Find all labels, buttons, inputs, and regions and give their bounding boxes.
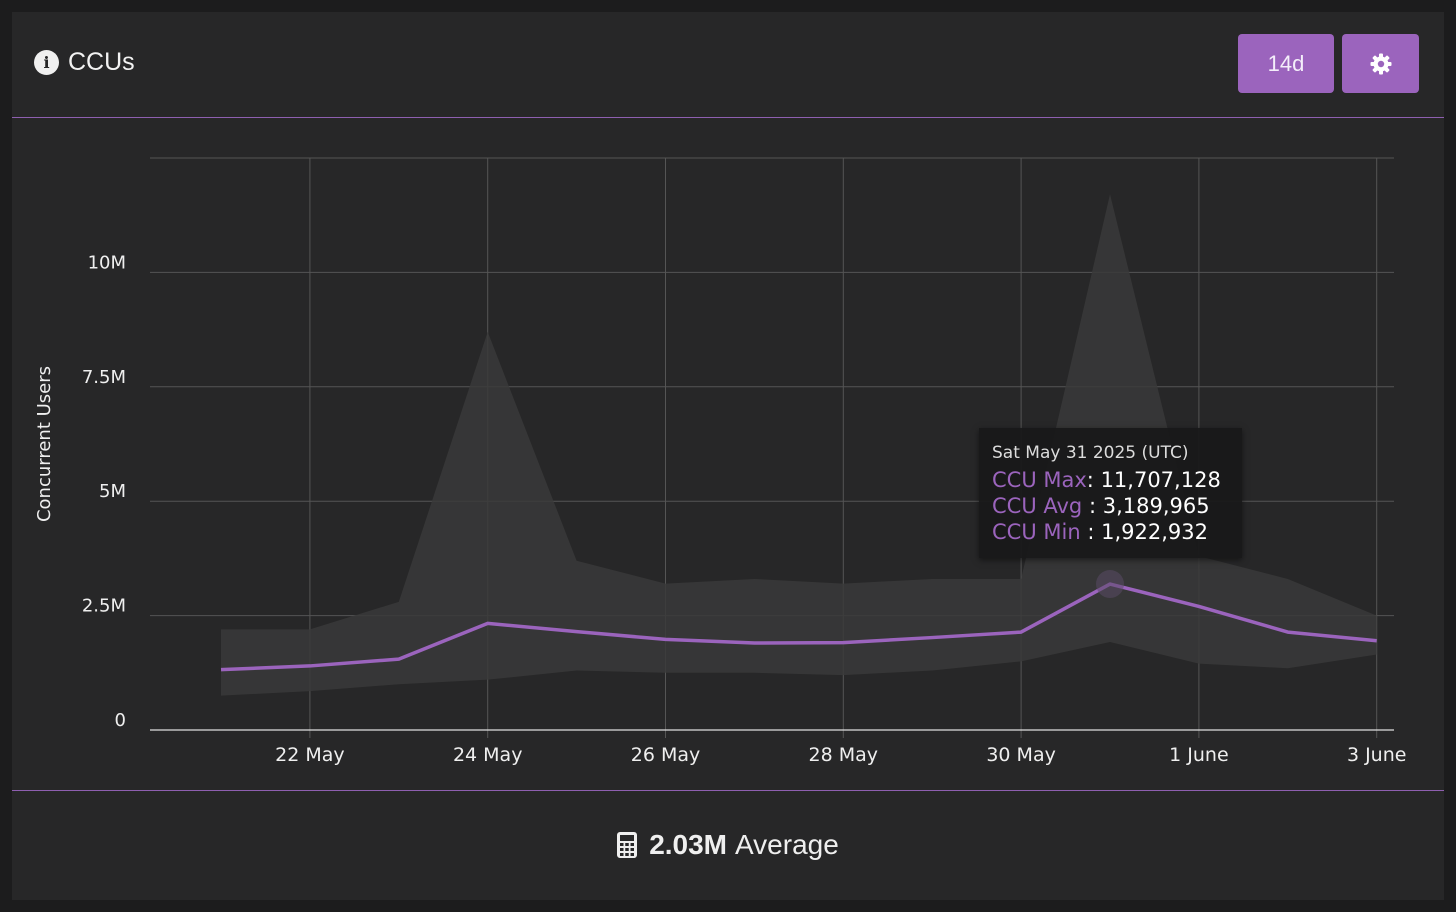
calculator-icon [617,832,638,858]
tooltip-avg-label: CCU Avg [992,494,1083,518]
average-label: Average [735,829,839,860]
info-circle-icon[interactable]: i [34,50,59,75]
tooltip-min-row: CCU Min : 1,922,932 [992,520,1208,544]
y-tick-label: 2.5M [82,596,126,617]
tooltip-avg-row: CCU Avg : 3,189,965 [992,494,1210,518]
x-tick-label: 28 May [809,744,879,766]
tooltip-min-label: CCU Min [992,520,1081,544]
tooltip-max-row: CCU Max: 11,707,128 [992,468,1221,492]
y-tick-label: 10M [88,252,126,273]
x-tick-label: 26 May [631,744,701,766]
tooltip-max-label: CCU Max [992,468,1087,492]
average-summary: 2.03M Average [12,829,1444,861]
tooltip-date: Sat May 31 2025 (UTC) [992,443,1189,463]
x-tick-label: 24 May [453,744,523,766]
y-axis-title: Concurrent Users [34,366,55,522]
x-tick-label: 3 June [1347,744,1407,766]
time-range-button[interactable]: 14d [1238,34,1334,93]
settings-button[interactable] [1342,34,1419,93]
avg-series-line [220,582,1377,672]
y-tick-label: 7.5M [82,367,126,388]
hover-marker [1096,570,1124,599]
title-group: i CCUs [34,48,135,77]
min-max-band [221,194,1377,696]
card-title: CCUs [68,48,135,76]
tooltip-min-value: 1,922,932 [1101,520,1208,544]
y-tick-label: 5M [99,481,126,502]
chart-tooltip: Sat May 31 2025 (UTC) CCU Max: 11,707,12… [979,428,1242,558]
tooltip-max-value: 11,707,128 [1100,468,1221,492]
gear-icon [1370,53,1391,74]
x-tick-label: 30 May [986,744,1056,766]
card-header: i CCUs 14d [12,12,1444,118]
chart-area: 0 2.5M 5M 7.5M 10M 22 May 24 May 26 May 28 May 3… [12,118,1444,790]
tooltip-avg-value: 3,189,965 [1102,494,1210,518]
card-footer: 2.03M Average [12,790,1444,901]
ccu-card: i CCUs 14d 0 2.5M 5M 7.5M 10M 2 [12,12,1444,900]
x-tick-label: 22 May [275,744,345,766]
x-tick-label: 1 June [1169,744,1229,766]
ccu-line-chart[interactable]: 0 2.5M 5M 7.5M 10M 22 May 24 May 26 May 28 May 3… [12,118,1444,790]
y-tick-label: 0 [115,710,126,731]
average-value: 2.03M [649,829,728,860]
